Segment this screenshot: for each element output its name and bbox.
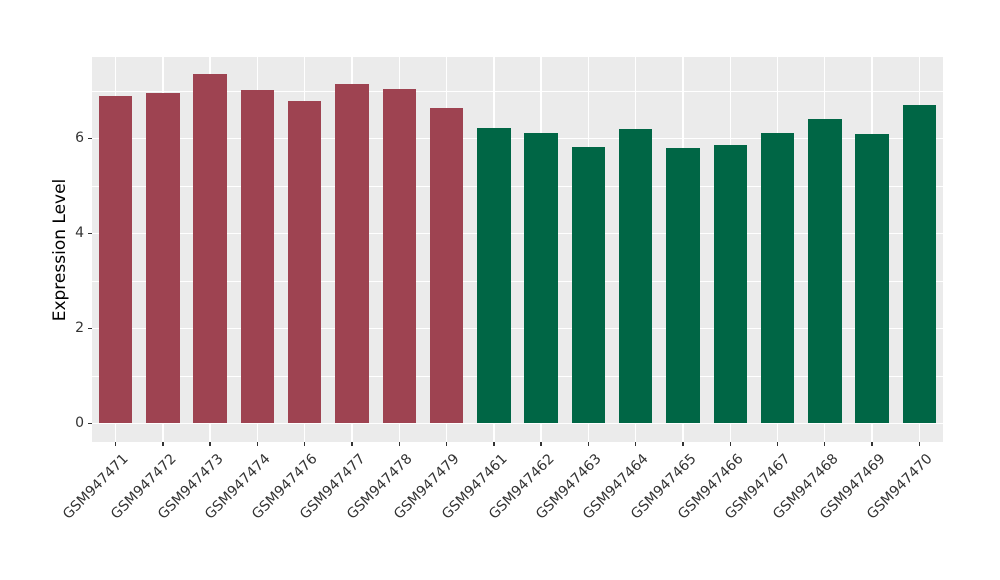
bar: [193, 73, 227, 423]
gridline-major: [92, 423, 943, 425]
bar: [429, 107, 464, 423]
x-tick-mark: [256, 442, 259, 446]
y-tick-label: 4: [75, 225, 84, 241]
x-tick-mark: [682, 442, 684, 446]
bar: [855, 133, 889, 423]
x-tick-mark: [493, 442, 495, 446]
x-tick-mark: [634, 442, 637, 446]
y-axis-title: Expression Level: [50, 178, 70, 322]
bar: [571, 146, 606, 423]
gridline-major: [92, 233, 943, 235]
x-tick-mark: [540, 442, 542, 446]
bar: [713, 145, 747, 423]
y-tick-mark: [88, 137, 92, 139]
bar: [382, 88, 417, 423]
gridline-minor: [92, 185, 943, 187]
gridline-minor: [92, 90, 943, 92]
x-tick-mark: [871, 442, 873, 446]
bar: [524, 132, 558, 423]
x-tick-mark: [729, 442, 731, 446]
plot-panel: [92, 57, 943, 442]
x-tick-mark: [162, 442, 164, 446]
x-tick-mark: [209, 442, 211, 446]
y-tick-label: 2: [75, 320, 84, 336]
bar: [902, 105, 937, 423]
gridline-minor: [92, 280, 943, 282]
x-tick-mark: [304, 442, 306, 446]
x-tick-mark: [114, 442, 117, 446]
gridline-major: [92, 138, 943, 140]
y-tick-label: 0: [75, 415, 84, 431]
bar: [240, 90, 275, 423]
gridline-major: [92, 328, 943, 330]
bar: [146, 92, 180, 423]
x-tick-mark: [587, 442, 590, 446]
x-tick-mark: [445, 442, 448, 446]
bar: [618, 129, 653, 423]
y-tick-mark: [88, 422, 92, 424]
gridline-minor: [92, 375, 943, 377]
bar: [808, 118, 842, 423]
bar: [288, 101, 322, 423]
x-tick-mark: [398, 442, 400, 446]
x-tick-mark: [351, 442, 353, 446]
bar: [98, 96, 133, 423]
y-tick-mark: [88, 327, 92, 329]
x-tick-mark: [776, 442, 779, 446]
bar: [760, 133, 795, 423]
x-tick-mark: [824, 442, 826, 446]
x-tick-mark: [918, 442, 921, 446]
bar: [335, 83, 369, 423]
bar: [477, 127, 511, 423]
y-tick-mark: [88, 232, 92, 234]
bar: [666, 147, 700, 423]
y-tick-label: 6: [75, 130, 84, 146]
